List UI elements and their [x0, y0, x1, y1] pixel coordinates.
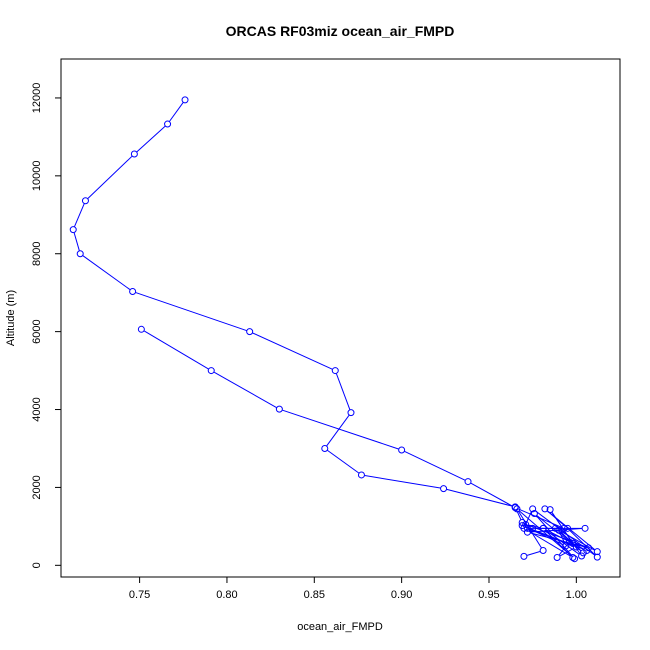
data-point: [593, 553, 601, 561]
data-point: [541, 505, 549, 513]
data-point: [331, 367, 339, 375]
data-point: [530, 510, 538, 518]
data-point: [511, 504, 519, 512]
data-point: [357, 471, 365, 479]
data-point: [347, 409, 355, 417]
series-segment: [82, 255, 131, 290]
series-layer: [69, 96, 601, 563]
data-point: [130, 150, 138, 158]
data-point: [398, 446, 406, 454]
y-tick-label: 4000: [31, 397, 43, 421]
x-tick-label: 0.80: [216, 589, 237, 601]
plot-frame: [60, 58, 621, 578]
data-point: [464, 478, 472, 486]
data-point: [76, 250, 84, 258]
data-point: [207, 367, 215, 375]
series-segment: [526, 529, 571, 557]
series-segment: [213, 371, 277, 408]
y-axis: 0 2000 4000 6000 8000 10000 12000: [31, 83, 61, 568]
data-point: [518, 522, 526, 530]
data-point: [137, 325, 145, 333]
series-segment: [518, 508, 562, 528]
data-point: [69, 226, 77, 234]
y-tick-label: 0: [31, 562, 43, 568]
data-point: [571, 555, 579, 563]
data-point: [246, 328, 254, 336]
data-point: [520, 552, 528, 560]
data-point: [181, 96, 189, 104]
series-segment: [143, 330, 209, 370]
data-point: [579, 549, 587, 557]
series-segment: [335, 373, 351, 410]
series-segment: [74, 203, 85, 227]
data-point: [553, 554, 561, 562]
data-point: [81, 197, 89, 205]
series-segment: [404, 450, 466, 481]
y-tick-label: 12000: [31, 83, 43, 114]
chart-title: ORCAS RF03miz ocean_air_FMPD: [226, 23, 455, 39]
data-point: [164, 120, 172, 128]
data-point: [440, 485, 448, 493]
data-point: [129, 288, 137, 296]
y-tick-label: 8000: [31, 241, 43, 265]
series-segment: [558, 529, 595, 551]
y-tick-label: 2000: [31, 475, 43, 499]
data-point: [565, 538, 573, 546]
series-segment: [364, 475, 441, 489]
series-segment: [136, 125, 166, 153]
data-point: [581, 524, 589, 532]
series-segment: [560, 532, 582, 551]
series-segment: [87, 155, 133, 199]
series-segment: [169, 102, 184, 122]
series-segment: [559, 548, 574, 557]
series-segment: [536, 515, 573, 557]
data-point: [583, 547, 591, 555]
x-axis-label: ocean_air_FMPD: [297, 621, 383, 633]
data-point: [523, 528, 531, 536]
data-point: [572, 543, 580, 551]
series-segment: [282, 409, 399, 450]
series-segment: [470, 482, 513, 507]
data-point: [569, 540, 577, 548]
data-point: [275, 405, 283, 413]
series-2: [137, 325, 580, 562]
y-tick-label: 6000: [31, 319, 43, 343]
series-segment: [252, 332, 333, 370]
data-point: [523, 524, 531, 532]
series-segment: [558, 544, 568, 556]
series-segment: [547, 510, 566, 527]
x-tick-label: 0.85: [304, 589, 325, 601]
series-segment: [73, 232, 80, 251]
x-tick-label: 0.75: [129, 589, 150, 601]
x-axis: 0.75 0.80 0.85 0.90 0.95 1.00: [129, 577, 587, 601]
data-point: [513, 505, 521, 513]
data-point: [560, 524, 568, 532]
x-tick-label: 1.00: [566, 589, 587, 601]
series-segment: [326, 415, 350, 447]
data-point: [569, 554, 577, 562]
series-segment: [526, 550, 541, 556]
data-point: [522, 520, 530, 528]
data-point: [321, 444, 329, 452]
y-axis-label: Altitude (m): [5, 290, 17, 346]
x-tick-label: 0.90: [391, 589, 412, 601]
data-point: [539, 547, 547, 555]
data-point: [564, 524, 572, 532]
series-segment: [135, 292, 247, 332]
series-segment: [327, 449, 360, 474]
data-point: [593, 548, 601, 556]
data-point: [546, 506, 554, 514]
data-point: [529, 505, 537, 513]
series-segment: [446, 488, 513, 507]
x-tick-label: 0.95: [478, 589, 499, 601]
y-tick-label: 10000: [31, 161, 43, 192]
series-segment: [569, 530, 596, 556]
